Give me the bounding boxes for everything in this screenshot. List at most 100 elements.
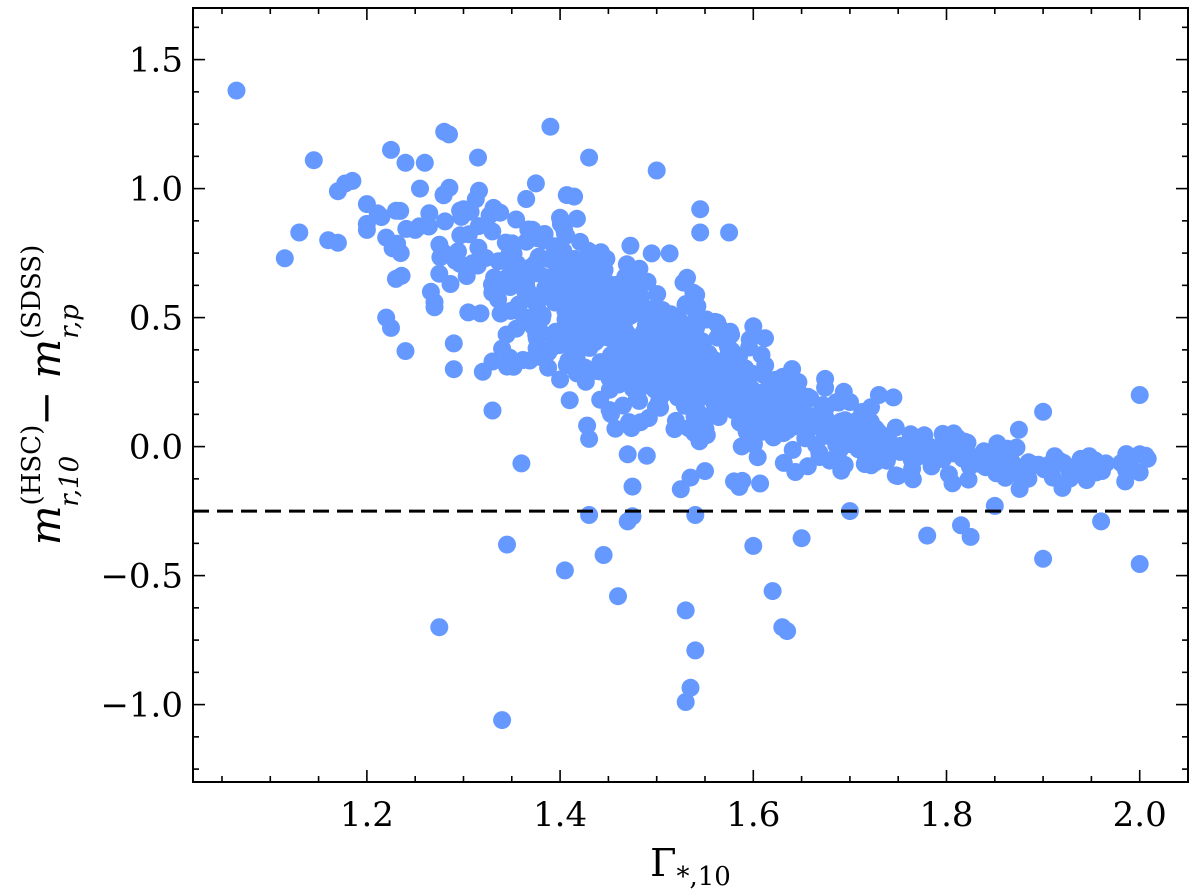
data-point <box>841 415 859 434</box>
data-point <box>685 407 704 426</box>
data-point <box>677 381 695 400</box>
data-point <box>721 322 740 341</box>
y-tick-label: −1.0 <box>100 686 183 726</box>
data-point <box>798 457 817 476</box>
data-point <box>493 711 512 730</box>
scatter-points <box>227 81 1157 730</box>
data-point <box>686 641 705 660</box>
data-point <box>430 618 449 637</box>
data-point <box>430 264 449 283</box>
data-point <box>649 396 668 415</box>
data-point <box>580 148 599 167</box>
plot-frame <box>192 7 1189 783</box>
data-point <box>720 223 739 242</box>
data-point <box>391 201 410 220</box>
data-point <box>275 249 294 268</box>
data-point <box>595 260 614 279</box>
data-point <box>507 259 526 278</box>
data-point <box>1121 455 1139 474</box>
data-point <box>1043 468 1062 487</box>
data-point <box>1067 459 1086 478</box>
y-label-m2: m <box>21 339 70 379</box>
data-point <box>612 277 631 295</box>
data-point <box>567 209 586 228</box>
data-point <box>551 370 570 389</box>
data-point <box>618 445 637 464</box>
data-point <box>535 225 554 243</box>
data-point <box>512 454 531 473</box>
y-axis-label: m(HSC) r,10−m(SDSS) r,p <box>17 245 85 546</box>
data-point <box>565 187 584 206</box>
data-point <box>459 303 478 322</box>
axis-tick-labels: 1.2 1.4 1.6 1.8 2.0 −1.0 −0.5 0.0 0.5 1.0 1.5 <box>100 41 1166 835</box>
y-label-sup2: (SDSS) <box>17 245 47 339</box>
y-tick-label: 0.0 <box>129 428 183 468</box>
data-point <box>489 278 508 297</box>
data-point <box>884 388 903 407</box>
data-point <box>304 151 323 170</box>
data-point <box>468 256 487 275</box>
data-point <box>689 334 707 353</box>
data-point <box>343 171 362 190</box>
data-point <box>918 526 937 545</box>
data-point <box>708 313 727 332</box>
data-point <box>559 250 578 269</box>
data-point <box>853 403 872 421</box>
data-point <box>959 470 978 489</box>
data-point <box>774 453 793 472</box>
data-point <box>708 361 727 380</box>
data-point <box>647 336 666 355</box>
axis-ticks <box>193 8 1189 782</box>
data-point <box>227 81 246 100</box>
data-point <box>396 153 415 172</box>
data-point <box>626 298 645 317</box>
data-point <box>580 429 599 448</box>
data-point <box>608 349 627 368</box>
data-point <box>799 387 818 406</box>
data-point <box>763 582 782 601</box>
data-point <box>498 535 516 554</box>
data-point <box>824 425 843 444</box>
data-point <box>600 401 619 420</box>
y-label-sub1: r,10 <box>55 456 85 507</box>
data-point <box>1034 402 1053 421</box>
data-point <box>411 179 429 198</box>
y-label-minus: − <box>21 391 70 426</box>
data-point <box>1092 512 1111 531</box>
data-point <box>470 181 488 200</box>
data-point <box>681 678 700 697</box>
data-point <box>536 268 555 287</box>
data-point <box>696 420 715 438</box>
data-point <box>382 318 400 337</box>
data-point <box>377 228 396 247</box>
data-point <box>551 214 570 233</box>
data-point <box>469 148 487 167</box>
data-point <box>630 259 649 278</box>
data-point <box>357 195 376 214</box>
data-point <box>696 462 714 481</box>
y-tick-label: 1.5 <box>129 41 183 81</box>
y-tick-label: −0.5 <box>100 557 183 597</box>
data-point <box>609 587 627 606</box>
data-point <box>526 174 545 193</box>
x-axis-label: Γ*,10 <box>650 841 731 889</box>
data-point <box>789 373 808 392</box>
data-point <box>419 217 438 236</box>
data-point <box>580 506 599 524</box>
data-point <box>724 355 743 373</box>
data-point <box>660 344 679 363</box>
data-point <box>774 424 793 443</box>
data-point <box>676 693 695 711</box>
data-point <box>678 268 696 287</box>
data-point <box>691 200 710 219</box>
y-tick-label: 0.5 <box>129 299 183 339</box>
data-point <box>396 342 415 361</box>
data-point <box>621 236 640 255</box>
svg-text:m(HSC)r,10−m(SDSS)r,p: m(HSC) r,10−m(SDSS) r,p <box>17 245 85 546</box>
data-point <box>654 322 673 341</box>
data-point <box>631 413 650 432</box>
data-point <box>740 330 759 349</box>
data-point <box>498 357 516 376</box>
data-point <box>469 238 488 257</box>
data-point <box>748 448 767 467</box>
